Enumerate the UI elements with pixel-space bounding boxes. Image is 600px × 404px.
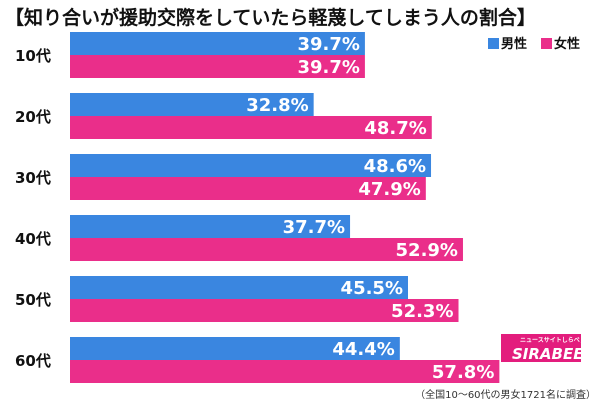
bar-male-40代 [70,215,351,238]
bar-male-20代 [70,93,314,116]
category-label: 40代 [15,230,51,248]
bar-female-20代 [70,116,432,139]
bar-value-label: 32.8% [246,95,308,116]
category-labels: 10代 20代 30代 40代 50代 60代 [15,47,51,370]
bar-male-50代 [70,276,408,299]
legend-swatch-female [541,38,552,49]
category-label: 10代 [15,47,51,65]
category-label: 50代 [15,291,51,309]
sirabee-logo: ニュースサイトしらべぇ SIRABEE [501,334,586,363]
bar-value-label: 39.7% [297,57,359,78]
bars [70,32,500,383]
legend-swatch-male [488,38,499,49]
bar-male-10代 [70,32,365,55]
bar-female-60代 [70,360,500,383]
bar-value-label: 39.7% [297,34,359,55]
category-label: 30代 [15,169,51,187]
bar-value-label: 48.6% [364,156,426,177]
legend-label-male: 男性 [501,36,527,52]
logo-subtitle: ニュースサイトしらべぇ [520,337,586,344]
legend-label-female: 女性 [554,36,580,52]
bar-value-label: 37.7% [283,217,345,238]
logo-background [501,334,581,362]
category-label: 20代 [15,108,51,126]
bar-value-label: 52.9% [396,240,458,261]
logo-wordmark: SIRABEE [512,345,584,363]
bar-value-label: 44.4% [332,339,394,360]
bar-female-10代 [70,55,365,78]
bar-value-label: 47.9% [358,179,420,200]
chart-title: 【知り合いが援助交際をしていたら軽蔑してしまう人の割合】 [5,6,536,29]
bar-value-label: 57.8% [432,362,494,383]
legend: 男性 女性 [488,36,580,52]
footnote: （全国10～60代の男女1721名に調査） [415,388,596,401]
bar-value-label: 45.5% [341,278,403,299]
bar-value-labels: 39.7%39.7% 32.8% 48.7% 48.6%47.9% 37.7% 52.9%… [246,34,494,383]
category-label: 60代 [15,352,51,370]
bar-value-label: 52.3% [391,301,453,322]
bar-value-label: 48.7% [364,118,426,139]
bar-male-60代 [70,337,400,360]
bar-female-50代 [70,299,459,322]
bar-female-40代 [70,238,463,261]
bar-female-30代 [70,177,426,200]
bar-male-30代 [70,154,432,177]
